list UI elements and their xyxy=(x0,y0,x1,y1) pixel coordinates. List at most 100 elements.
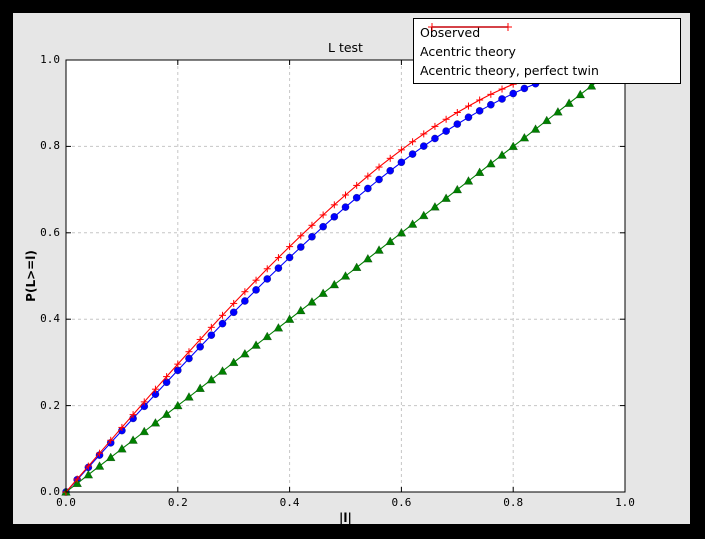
y-tick-label: 0.2 xyxy=(40,398,60,412)
marker-circle xyxy=(486,100,495,109)
legend-label: Acentric theory xyxy=(420,43,516,59)
marker-circle xyxy=(419,142,428,150)
x-tick-label: 0.0 xyxy=(56,496,76,509)
marker-triangle xyxy=(262,331,273,341)
marker-triangle xyxy=(407,219,418,228)
marker-circle xyxy=(498,95,506,103)
marker-circle xyxy=(330,212,339,221)
marker-triangle xyxy=(396,227,407,237)
marker-triangle xyxy=(474,167,485,176)
y-tick-label: 1.0 xyxy=(40,53,60,66)
marker-circle xyxy=(397,158,406,167)
marker-triangle xyxy=(307,297,317,306)
marker-circle xyxy=(185,354,193,363)
marker-circle xyxy=(296,243,305,251)
marker-triangle xyxy=(172,400,183,410)
marker-triangle xyxy=(318,288,328,297)
marker-triangle xyxy=(228,357,239,367)
marker-triangle xyxy=(486,158,496,168)
marker-triangle xyxy=(363,253,373,263)
marker-circle xyxy=(196,342,205,351)
marker-triangle xyxy=(329,279,340,289)
marker-circle xyxy=(475,106,484,115)
marker-triangle xyxy=(430,201,440,211)
marker-triangle xyxy=(385,236,396,246)
series-line-plus xyxy=(65,71,547,493)
marker-circle xyxy=(252,286,260,294)
marker-triangle xyxy=(463,176,474,185)
marker-triangle xyxy=(541,115,552,125)
marker-triangle xyxy=(508,141,519,151)
legend-sample-plus xyxy=(428,23,512,31)
marker-circle xyxy=(308,232,316,241)
marker-triangle xyxy=(195,383,205,392)
plot-area xyxy=(61,59,626,496)
marker-circle xyxy=(464,113,473,122)
marker-triangle xyxy=(128,435,138,444)
marker-triangle xyxy=(441,193,451,202)
marker-circle xyxy=(263,275,272,283)
marker-triangle xyxy=(586,81,597,90)
marker-triangle xyxy=(295,305,306,315)
marker-triangle xyxy=(351,262,362,272)
legend: Observed Acentric theory Acentric theory, … xyxy=(413,18,681,84)
marker-triangle xyxy=(161,409,172,418)
marker-circle xyxy=(509,89,518,98)
axes-frame xyxy=(65,59,626,493)
x-tick-label: 0.8 xyxy=(503,496,524,509)
y-tick-label: 0.0 xyxy=(40,485,60,498)
marker-triangle xyxy=(83,469,94,479)
marker-triangle xyxy=(206,374,217,384)
marker-triangle xyxy=(564,98,574,107)
marker-circle xyxy=(207,331,216,340)
marker-triangle xyxy=(94,461,105,470)
marker-circle xyxy=(285,253,294,262)
y-tick-label: 0.4 xyxy=(40,312,60,326)
marker-triangle xyxy=(418,210,429,220)
marker-triangle xyxy=(273,322,284,332)
marker-triangle xyxy=(240,348,250,358)
marker-circle xyxy=(241,297,249,305)
legend-label: Acentric theory, perfect twin xyxy=(420,62,599,78)
chart-title: L test xyxy=(328,40,363,55)
x-tick-label: 0.2 xyxy=(167,496,188,509)
marker-triangle xyxy=(519,132,530,142)
marker-triangle xyxy=(150,417,161,427)
marker-triangle xyxy=(497,150,507,159)
marker-circle xyxy=(408,150,417,158)
x-axis-label: |l| xyxy=(339,511,352,525)
y-tick-label: 0.8 xyxy=(40,139,60,153)
marker-triangle xyxy=(530,124,541,133)
y-tick-label: 0.6 xyxy=(40,225,60,239)
marker-triangle xyxy=(374,245,384,254)
x-tick-label: 0.4 xyxy=(279,496,300,509)
marker-circle xyxy=(274,264,283,272)
marker-triangle xyxy=(553,106,563,116)
x-tick-label: 0.6 xyxy=(391,496,412,509)
marker-triangle xyxy=(340,271,351,280)
marker-triangle xyxy=(184,392,194,401)
marker-circle xyxy=(453,120,462,128)
marker-circle xyxy=(173,366,182,375)
marker-circle xyxy=(364,184,372,193)
marker-triangle xyxy=(72,478,83,488)
marker-circle xyxy=(341,203,350,211)
marker-triangle xyxy=(251,340,261,349)
marker-circle xyxy=(319,222,327,231)
marker-triangle xyxy=(217,366,228,375)
marker-triangle xyxy=(575,89,586,99)
legend-item: Acentric theory xyxy=(414,26,680,59)
figure-canvas: L test |l| P(L>=l) 0.0 0.2 0.4 0.6 0.8 1.0 0.… xyxy=(13,13,690,525)
marker-circle xyxy=(431,134,439,143)
marker-circle xyxy=(375,175,383,184)
marker-triangle xyxy=(452,184,463,194)
marker-circle xyxy=(352,193,361,202)
legend-label: Observed xyxy=(420,24,481,40)
marker-circle xyxy=(520,84,529,93)
marker-triangle xyxy=(284,314,295,323)
marker-circle xyxy=(442,127,450,135)
marker-triangle xyxy=(105,452,116,462)
marker-circle xyxy=(229,308,238,317)
marker-circle xyxy=(386,166,395,175)
